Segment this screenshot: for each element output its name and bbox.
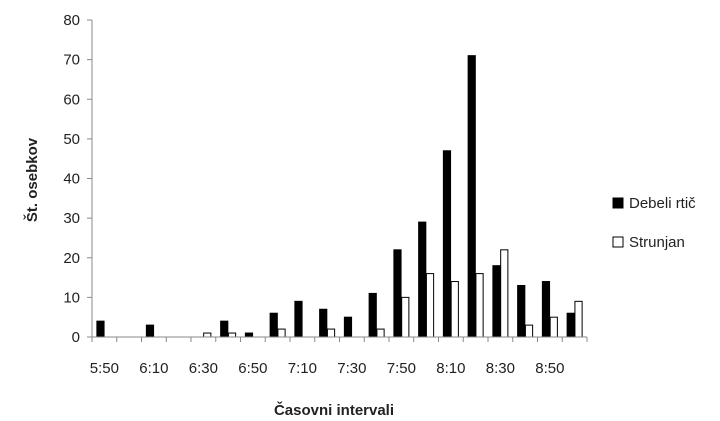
bar-strunjan — [475, 273, 484, 338]
y-tick-label: 50 — [63, 131, 80, 148]
bar-debeli-rtic — [145, 324, 155, 338]
bar-debeli-rtic — [220, 320, 229, 338]
bar-strunjan — [425, 273, 435, 338]
bar-debeli-rtic — [343, 316, 353, 338]
y-tick-label: 10 — [63, 289, 80, 306]
y-tick-label: 0 — [72, 329, 80, 346]
bar-strunjan — [277, 328, 286, 338]
bar-debeli-rtic — [294, 300, 303, 338]
y-tick-label: 20 — [63, 250, 80, 267]
y-tick-label: 80 — [63, 12, 80, 29]
x-tick-label: 6:10 — [139, 360, 168, 377]
x-tick-label: 6:50 — [238, 360, 267, 377]
legend-swatch — [612, 197, 624, 209]
bar-strunjan — [376, 328, 385, 338]
bar-strunjan — [326, 328, 336, 338]
x-tick-label: 8:30 — [486, 360, 515, 377]
x-tick-label: 8:10 — [436, 360, 465, 377]
bar-debeli-rtic — [269, 312, 278, 338]
x-tick-label: 7:50 — [387, 360, 416, 377]
x-tick-label: 6:30 — [189, 360, 218, 377]
legend-label: Strunjan — [629, 234, 685, 251]
bar-strunjan — [227, 332, 237, 338]
y-tick-label: 70 — [63, 52, 80, 69]
bar-debeli-rtic — [492, 265, 501, 338]
x-tick-label: 7:10 — [288, 360, 317, 377]
y-axis-ticks: 0 10 20 30 40 50 60 70 80 — [63, 12, 92, 346]
bar-debeli-rtic — [418, 221, 427, 338]
x-axis-ticks: 5:50 6:10 6:30 6:50 7:10 7:30 7:50 8:10 8:30 8:50 — [90, 337, 588, 377]
bar-debeli-rtic — [442, 150, 452, 338]
y-tick-label: 30 — [63, 210, 80, 227]
bar-debeli-rtic — [541, 281, 551, 338]
plot-area: 0 10 20 30 40 50 60 70 80 5:50 6:10 6:30 6:50 7:10 7:… — [63, 12, 588, 377]
y-tick-label: 60 — [63, 91, 80, 108]
y-axis-title: Št. osebkov — [23, 137, 41, 222]
x-tick-label: 5:50 — [90, 360, 119, 377]
bar-debeli-rtic — [566, 312, 575, 338]
bars — [96, 55, 583, 338]
bar-debeli-rtic — [244, 332, 254, 338]
bar-debeli-rtic — [96, 320, 105, 338]
bar-strunjan — [500, 249, 509, 338]
bar-debeli-rtic — [517, 284, 526, 338]
y-tick-label: 40 — [63, 171, 80, 188]
bar-strunjan — [549, 316, 558, 338]
bar-debeli-rtic — [393, 249, 402, 338]
bar-debeli-rtic — [368, 292, 377, 338]
legend-label: Debeli rtič — [629, 195, 696, 212]
bar-strunjan — [524, 324, 534, 338]
legend-swatch — [612, 236, 624, 248]
bar-debeli-rtic — [467, 55, 476, 338]
bar-strunjan — [450, 281, 459, 338]
bar-strunjan — [401, 296, 410, 338]
x-tick-label: 7:30 — [337, 360, 366, 377]
legend: Debeli rtič Strunjan — [612, 195, 696, 251]
x-tick-label: 8:50 — [535, 360, 564, 377]
bar-strunjan — [203, 332, 212, 338]
x-axis-title: Časovni intervali — [274, 401, 394, 419]
bar-debeli-rtic — [319, 308, 328, 338]
bar-strunjan — [574, 300, 583, 338]
